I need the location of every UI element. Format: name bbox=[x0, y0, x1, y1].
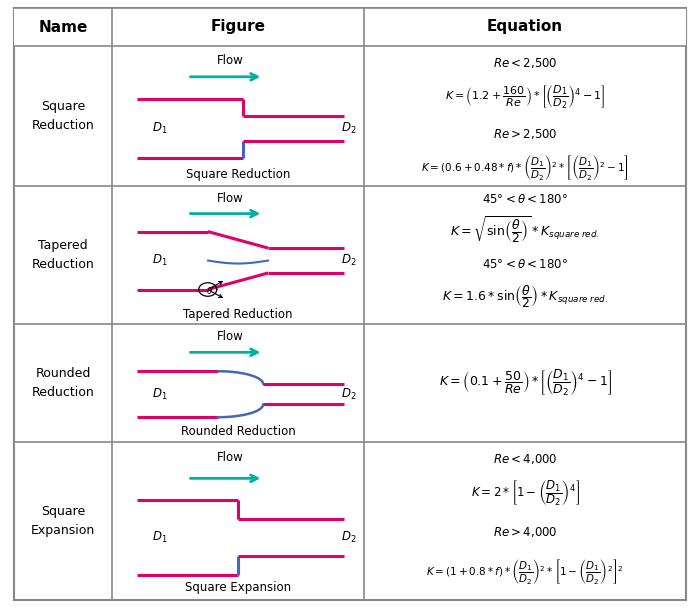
Text: $D_1$: $D_1$ bbox=[152, 253, 167, 268]
Text: $K = \left(1.2 + \dfrac{160}{Re}\right) * \left[\left(\dfrac{D_1}{D_2}\right)^4 : $K = \left(1.2 + \dfrac{160}{Re}\right) … bbox=[444, 85, 606, 111]
Text: $D_1$: $D_1$ bbox=[152, 121, 167, 136]
Text: Rounded
Reduction: Rounded Reduction bbox=[32, 367, 94, 399]
Text: $D_1$: $D_1$ bbox=[152, 387, 167, 402]
Text: $Re > 2{,}500$: $Re > 2{,}500$ bbox=[493, 127, 557, 141]
Text: Flow: Flow bbox=[217, 54, 244, 66]
Text: Flow: Flow bbox=[217, 331, 244, 344]
Text: $K = 1.6 * \sin\!\left(\dfrac{\theta}{2}\right) * K_{square\ red.}$: $K = 1.6 * \sin\!\left(\dfrac{\theta}{2}… bbox=[442, 283, 608, 310]
Text: $D_2$: $D_2$ bbox=[341, 530, 356, 545]
Text: Tapered Reduction: Tapered Reduction bbox=[183, 308, 293, 321]
Text: Tapered
Reduction: Tapered Reduction bbox=[32, 239, 94, 271]
Text: Equation: Equation bbox=[487, 19, 563, 35]
Text: $D_2$: $D_2$ bbox=[341, 387, 356, 402]
Text: $Re < 4{,}000$: $Re < 4{,}000$ bbox=[493, 452, 557, 466]
Text: $K = (1 + 0.8 * f) * \left(\dfrac{D_1}{D_2}\right)^2 * \left[1 - \left(\dfrac{D_: $K = (1 + 0.8 * f) * \left(\dfrac{D_1}{D… bbox=[426, 557, 624, 586]
Text: Figure: Figure bbox=[211, 19, 265, 35]
Text: Square Reduction: Square Reduction bbox=[186, 168, 290, 181]
Bar bbox=[14, 8, 686, 46]
Text: $K = 2 * \left[1 - \left(\dfrac{D_1}{D_2}\right)^4\right]$: $K = 2 * \left[1 - \left(\dfrac{D_1}{D_2… bbox=[470, 478, 580, 508]
Text: $45° < \theta < 180°$: $45° < \theta < 180°$ bbox=[482, 258, 568, 271]
Text: Square Expansion: Square Expansion bbox=[185, 581, 291, 594]
Text: $K = (0.6 + 0.48 * f) * \left(\dfrac{D_1}{D_2}\right)^2 * \left[\left(\dfrac{D_1: $K = (0.6 + 0.48 * f) * \left(\dfrac{D_1… bbox=[421, 153, 629, 182]
Text: $\theta$: $\theta$ bbox=[206, 285, 214, 296]
Text: Square
Expansion: Square Expansion bbox=[31, 505, 95, 537]
Text: $K = \sqrt{\sin\!\left(\dfrac{\theta}{2}\right)} * K_{square\ red.}$: $K = \sqrt{\sin\!\left(\dfrac{\theta}{2}… bbox=[450, 215, 600, 246]
Text: $K = \left(0.1 + \dfrac{50}{Re}\right) * \left[\left(\dfrac{D_1}{D_2}\right)^4 -: $K = \left(0.1 + \dfrac{50}{Re}\right) *… bbox=[438, 368, 612, 398]
Text: Rounded Reduction: Rounded Reduction bbox=[181, 425, 295, 438]
Text: Name: Name bbox=[38, 19, 88, 35]
Text: $Re < 2{,}500$: $Re < 2{,}500$ bbox=[493, 56, 557, 70]
Text: Flow: Flow bbox=[217, 192, 244, 205]
Text: $D_1$: $D_1$ bbox=[152, 530, 167, 545]
Text: $45° < \theta < 180°$: $45° < \theta < 180°$ bbox=[482, 193, 568, 206]
Text: Flow: Flow bbox=[217, 451, 244, 465]
Text: $D_2$: $D_2$ bbox=[341, 253, 356, 268]
Text: Square
Reduction: Square Reduction bbox=[32, 100, 94, 132]
Text: $Re > 4{,}000$: $Re > 4{,}000$ bbox=[493, 525, 557, 539]
Text: $D_2$: $D_2$ bbox=[341, 121, 356, 136]
